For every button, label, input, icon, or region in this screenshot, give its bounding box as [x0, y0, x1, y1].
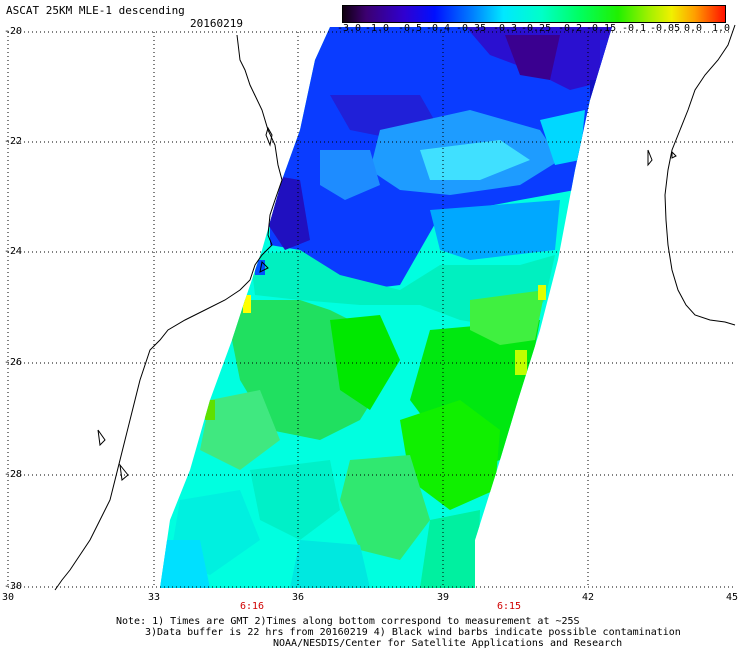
coastline — [54, 24, 736, 591]
colorbar-label: -0.35 — [456, 23, 487, 34]
wind-swath — [160, 27, 612, 588]
colorbar-label: -0.25 — [521, 23, 552, 34]
pass-time: 6:16 — [240, 601, 265, 612]
map-date: 20160219 — [190, 17, 243, 30]
colorbar-label: -0.15 — [586, 23, 617, 34]
lat-label: -28 — [4, 469, 23, 480]
swath-edge — [230, 27, 486, 588]
lat-label: -30 — [4, 581, 23, 592]
lat-label: -24 — [4, 246, 23, 257]
colorbar-label: -0.3 — [493, 23, 518, 34]
lon-label: 30 — [2, 592, 15, 603]
lat-label: -26 — [4, 357, 23, 368]
colorbar-label: -0.4 — [426, 23, 451, 34]
note-line-1: Note: 1) Times are GMT 2)Times along bot… — [116, 616, 580, 627]
lon-label: 33 — [148, 592, 161, 603]
gridlines — [8, 31, 735, 588]
colorbar-label: -0.2 — [558, 23, 583, 34]
colorbar-label: -1.0 — [365, 23, 390, 34]
map-title: ASCAT 25KM MLE-1 descending — [6, 4, 185, 17]
pass-time: 6:15 — [497, 601, 522, 612]
colorbar-label: 0.0 — [684, 23, 703, 34]
colorbar — [342, 5, 726, 23]
lon-label: 42 — [582, 592, 595, 603]
lon-label: 45 — [726, 592, 739, 603]
colorbar-label: -0.5 — [398, 23, 423, 34]
lon-label: 36 — [292, 592, 305, 603]
colorbar-label: -0.1 — [622, 23, 647, 34]
note-line-3: NOAA/NESDIS/Center for Satellite Applica… — [273, 638, 623, 649]
colorbar-label: -0.05 — [650, 23, 681, 34]
note-line-2: 3)Data buffer is 22 hrs from 20160219 4)… — [145, 627, 681, 638]
lon-label: 39 — [437, 592, 450, 603]
colorbar-label: 1.0 — [712, 23, 731, 34]
lat-label: -22 — [4, 136, 23, 147]
lat-label: -20 — [4, 26, 23, 37]
colorbar-label: -3.0 — [337, 23, 362, 34]
